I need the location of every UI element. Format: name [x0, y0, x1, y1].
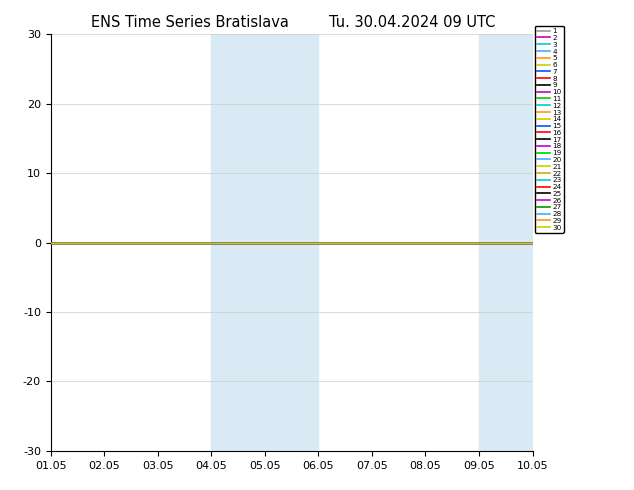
Text: Tu. 30.04.2024 09 UTC: Tu. 30.04.2024 09 UTC — [329, 15, 495, 30]
Legend: 1, 2, 3, 4, 5, 6, 7, 8, 9, 10, 11, 12, 13, 14, 15, 16, 17, 18, 19, 20, 21, 22, 2: 1, 2, 3, 4, 5, 6, 7, 8, 9, 10, 11, 12, 1… — [535, 26, 564, 233]
Text: ENS Time Series Bratislava: ENS Time Series Bratislava — [91, 15, 289, 30]
Bar — [211, 34, 318, 451]
Bar — [479, 34, 533, 451]
